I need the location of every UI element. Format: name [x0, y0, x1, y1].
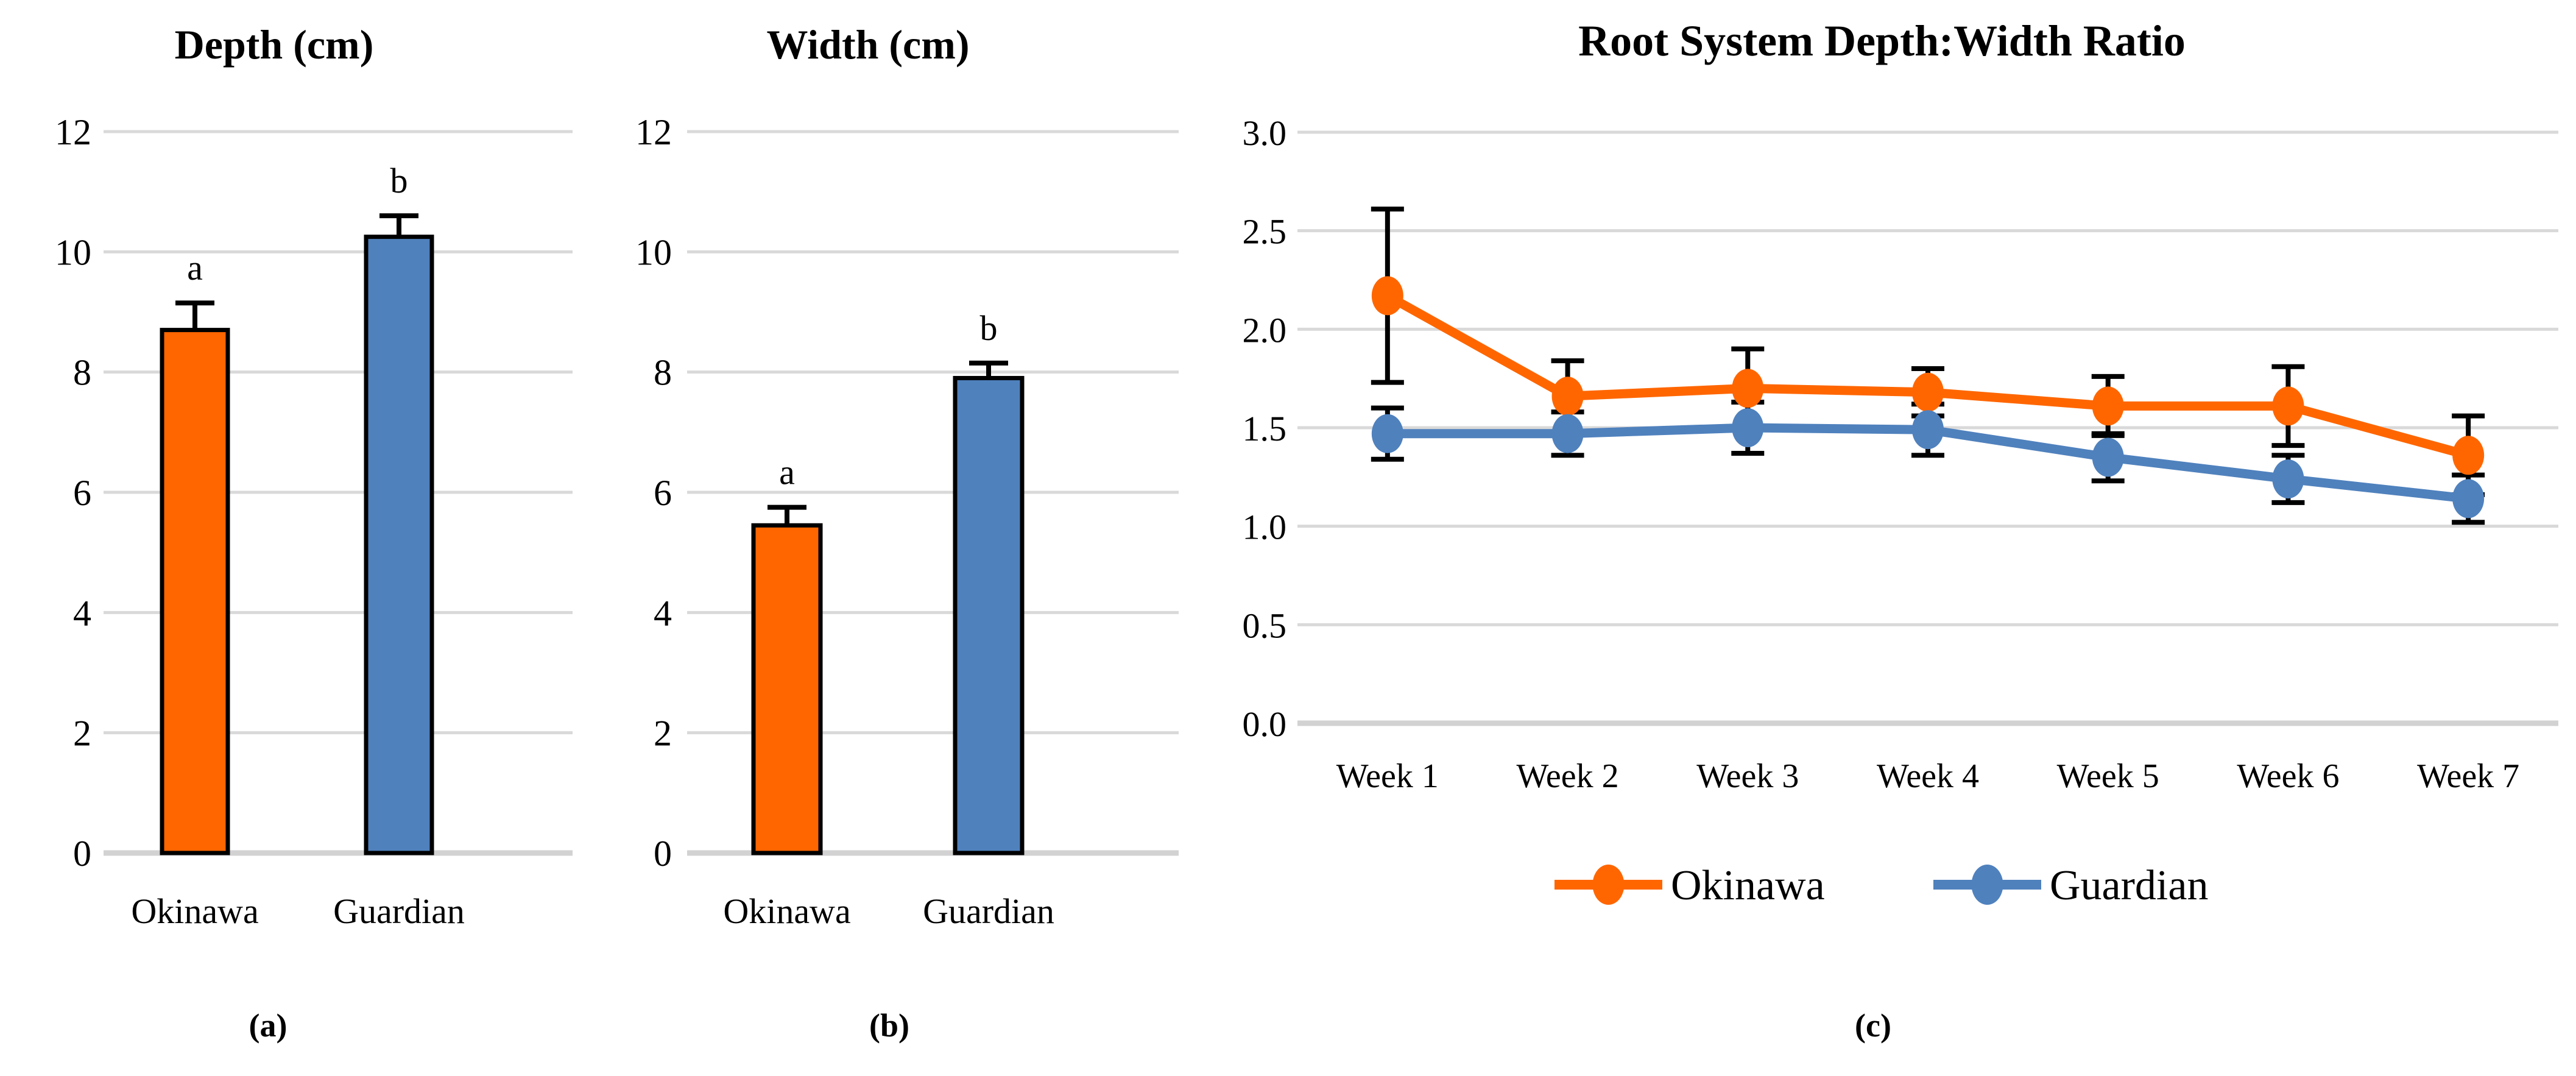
y-tick-label: 10 [635, 232, 672, 272]
data-point-guardian [2272, 459, 2304, 499]
caption-a: (a) [249, 1007, 288, 1044]
bar-guardian [364, 235, 434, 855]
y-tick-label: 12 [55, 112, 91, 152]
y-tick-label: 4 [654, 593, 672, 633]
caption-c: (c) [1855, 1007, 1891, 1044]
x-tick-label: Week 1 [1336, 757, 1439, 795]
legend-label: Okinawa [1671, 862, 1825, 909]
significance-letter: b [980, 308, 998, 348]
y-tick-label: 2.5 [1243, 212, 1287, 252]
y-tick-label: 2 [654, 713, 672, 754]
y-tick-label: 0.0 [1243, 704, 1287, 744]
y-tick-label: 4 [73, 593, 91, 633]
significance-letter: b [390, 161, 408, 200]
data-point-guardian [2092, 437, 2124, 477]
bar-okinawa [160, 328, 230, 855]
depth-bar-chart: 0 2 4 6 8 10 12 a Okinawa b Guardian [55, 112, 573, 931]
depth-chart-title: Depth (cm) [174, 21, 374, 68]
y-tick-label: 6 [654, 473, 672, 513]
category-label: Okinawa [131, 891, 258, 931]
caption-b: (b) [869, 1007, 909, 1044]
data-point-guardian [1371, 414, 1403, 453]
y-tick-label: 1.5 [1243, 409, 1287, 448]
data-point-guardian [1912, 410, 1944, 450]
data-point-okinawa [1912, 372, 1944, 412]
ratio-line-chart: 0.0 0.5 1.0 1.5 2.0 2.5 3.0 Week 1 Week 2 Week 3 W… [1243, 113, 2558, 909]
y-tick-label: 8 [73, 353, 91, 393]
y-tick-label: 0 [73, 834, 91, 874]
width-bar-chart: 0 2 4 6 8 10 12 a Okinawa b Guardian [635, 112, 1179, 931]
data-point-okinawa [2272, 386, 2304, 426]
x-tick-label: Week 6 [2237, 757, 2339, 795]
bar-okinawa [751, 523, 823, 855]
x-tick-label: Week 4 [1877, 757, 1979, 795]
data-point-okinawa [1732, 369, 1764, 408]
y-tick-label: 3.0 [1243, 113, 1287, 153]
significance-letter: a [779, 453, 795, 492]
y-tick-label: 10 [55, 232, 91, 272]
y-tick-label: 2.0 [1243, 310, 1287, 350]
data-point-guardian [2452, 479, 2485, 519]
category-label: Guardian [923, 891, 1054, 931]
x-tick-label: Week 3 [1696, 757, 1799, 795]
x-tick-label: Week 2 [1517, 757, 1619, 795]
legend-marker [1971, 865, 2003, 905]
y-tick-label: 8 [654, 353, 672, 393]
data-point-guardian [1551, 414, 1584, 453]
width-chart-title: Width (cm) [766, 21, 970, 68]
x-tick-label: Week 7 [2417, 757, 2519, 795]
legend-marker [1592, 865, 1625, 905]
data-point-okinawa [1371, 276, 1403, 316]
y-tick-label: 6 [73, 473, 91, 513]
category-label: Guardian [333, 891, 465, 931]
significance-letter: a [187, 248, 203, 288]
y-tick-label: 12 [635, 112, 672, 152]
x-tick-label: Week 5 [2057, 757, 2159, 795]
data-point-okinawa [1551, 377, 1584, 416]
data-point-okinawa [2452, 436, 2485, 475]
ratio-chart-title: Root System Depth:Width Ratio [1578, 16, 2186, 65]
data-point-okinawa [2092, 386, 2124, 426]
y-tick-label: 1.0 [1243, 508, 1287, 547]
y-tick-label: 0.5 [1243, 606, 1287, 645]
y-tick-label: 0 [654, 834, 672, 874]
y-tick-label: 2 [73, 713, 91, 754]
category-label: Okinawa [723, 891, 850, 931]
bar-guardian [953, 376, 1025, 855]
data-point-guardian [1732, 408, 1764, 447]
legend-label: Guardian [2050, 862, 2208, 909]
